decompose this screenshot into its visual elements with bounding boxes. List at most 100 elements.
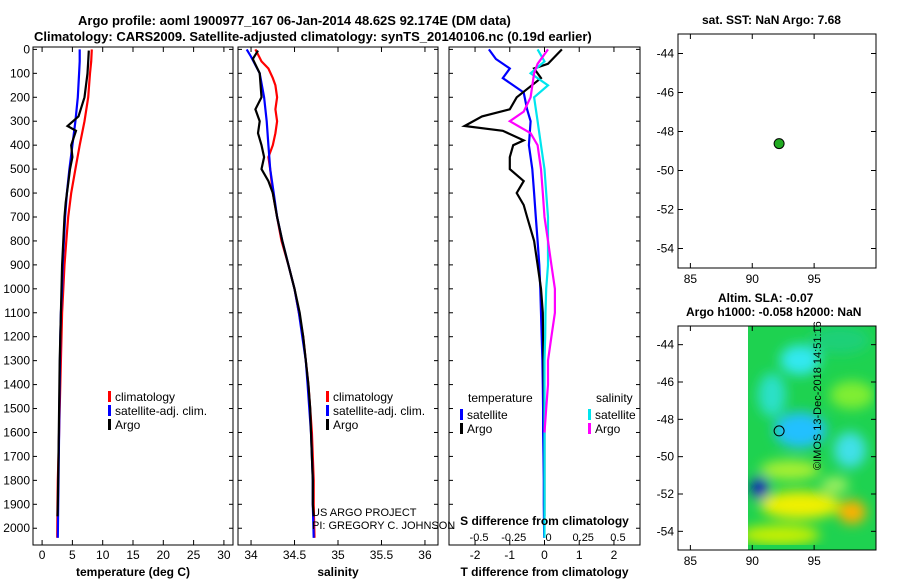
y-tick-label-8: 800 — [10, 234, 30, 248]
x-tick-label-2-3: 1 — [576, 548, 583, 562]
y-tick-label-15: 1500 — [3, 402, 30, 416]
footer-pi: PI: GREGORY C. JOHNSON — [312, 520, 456, 532]
diff-legend-swatch-0 — [460, 409, 463, 420]
x-tick-label-2-2: 0 — [541, 548, 548, 562]
series-line-2-3 — [507, 48, 557, 433]
legend-swatch-1-2 — [326, 419, 329, 430]
x-tick-label-2-1: -1 — [504, 548, 515, 562]
legend-label-1-0: climatology — [333, 390, 393, 404]
map-x-tick-label-3-2: 95 — [807, 272, 821, 286]
legend-label-0-1: satellite-adj. clim. — [115, 404, 207, 418]
map-x-tick-label-3-1: 90 — [746, 272, 760, 286]
y-tick-label-17: 1700 — [3, 449, 30, 463]
legend-swatch-1-0 — [326, 391, 329, 402]
map-y-tick-label-3-4: -52 — [657, 203, 675, 217]
diff-legend-label-0: satellite — [467, 408, 508, 422]
top-tick-label-4: 0.5 — [610, 532, 625, 544]
y-tick-label-2: 200 — [10, 90, 30, 104]
x-tick-label-2-0: -2 — [470, 548, 481, 562]
top-tick-label-2: 0 — [545, 532, 551, 544]
y-tick-label-20: 2000 — [3, 521, 30, 535]
map-y-tick-label-3-1: -46 — [657, 86, 675, 100]
x-tick-label-0-4: 20 — [157, 548, 171, 562]
legend-label-0-2: Argo — [115, 418, 141, 432]
map-y-tick-label-4-3: -50 — [657, 450, 675, 464]
footer-project: US ARGO PROJECT — [312, 507, 417, 519]
sst-map-title: sat. SST: NaN Argo: 7.68 — [702, 13, 841, 27]
y-tick-label-10: 1000 — [3, 282, 30, 296]
x-tick-label-0-2: 10 — [96, 548, 110, 562]
panel-frame-1 — [237, 46, 439, 546]
map-y-tick-label-3-5: -54 — [657, 242, 675, 256]
map-y-tick-label-4-0: -44 — [657, 338, 675, 352]
top-tick-label-1: -0.25 — [501, 532, 526, 544]
y-tick-label-0: 0 — [23, 42, 30, 56]
x-tick-label-1-2: 35 — [331, 548, 345, 562]
sla-heatmap — [748, 326, 876, 550]
diff-legend-swatch-3 — [588, 423, 591, 434]
y-tick-label-13: 1300 — [3, 354, 30, 368]
map-y-tick-label-4-4: -52 — [657, 487, 675, 501]
legend-swatch-0-2 — [108, 419, 111, 430]
series-line-2-0 — [488, 48, 546, 538]
y-tick-label-7: 700 — [10, 210, 30, 224]
title-line-2: Climatology: CARS2009. Satellite-adjuste… — [34, 29, 592, 44]
series-line-2-2 — [528, 48, 550, 538]
sla-point-0 — [773, 425, 785, 437]
x-axis-label-2: T difference from climatology — [460, 565, 628, 579]
y-tick-label-3: 300 — [10, 114, 30, 128]
map-x-tick-label-4-1: 90 — [746, 554, 760, 568]
y-tick-label-1: 100 — [10, 66, 30, 80]
title-line-1: Argo profile: aoml 1900977_167 06-Jan-20… — [78, 13, 511, 28]
map-y-tick-label-4-2: -48 — [657, 412, 675, 426]
x-tick-label-2-4: 2 — [611, 548, 618, 562]
series-line-0-2 — [56, 50, 90, 517]
map-x-tick-label-4-0: 85 — [684, 554, 698, 568]
map-frame-3 — [677, 33, 877, 269]
diff-legend-label-1: Argo — [467, 422, 493, 436]
y-tick-label-6: 600 — [10, 186, 30, 200]
x-tick-label-0-1: 5 — [69, 548, 76, 562]
map-y-tick-label-3-0: -44 — [657, 47, 675, 61]
diff-legend-label-2: satellite — [595, 408, 636, 422]
legend-label-1-1: satellite-adj. clim. — [333, 404, 425, 418]
series-line-1-2 — [251, 50, 315, 517]
y-tick-label-4: 400 — [10, 138, 30, 152]
x-tick-label-1-3: 35.5 — [370, 548, 394, 562]
y-tick-label-18: 1800 — [3, 473, 30, 487]
y-tick-label-9: 900 — [10, 258, 30, 272]
x-tick-label-0-6: 30 — [217, 548, 231, 562]
y-tick-label-16: 1600 — [3, 425, 30, 439]
y-tick-label-14: 1400 — [3, 378, 30, 392]
map-y-tick-label-4-1: -46 — [657, 375, 675, 389]
diff-legend-swatch-2 — [588, 409, 591, 420]
diff-legend-swatch-1 — [460, 423, 463, 434]
map-y-tick-label-3-2: -48 — [657, 125, 675, 139]
top-tick-label-3: 0.25 — [573, 532, 594, 544]
map-y-tick-label-3-3: -50 — [657, 164, 675, 178]
watermark: ©IMOS 13-Dec-2018 14:51:16 — [812, 321, 824, 470]
series-line-1-1 — [245, 48, 315, 538]
x-axis-label-top: S difference from climatology — [460, 514, 629, 528]
legend-label-1-2: Argo — [333, 418, 359, 432]
map-y-tick-label-4-5: -54 — [657, 524, 675, 538]
x-tick-label-1-4: 36 — [418, 548, 432, 562]
x-tick-label-1-0: 34 — [244, 548, 258, 562]
legend-swatch-0-1 — [108, 405, 111, 416]
x-tick-label-0-5: 25 — [187, 548, 201, 562]
series-line-1-0 — [254, 48, 316, 538]
legend-label-0-0: climatology — [115, 390, 175, 404]
y-tick-label-12: 1200 — [3, 330, 30, 344]
map-x-tick-label-4-2: 95 — [807, 554, 821, 568]
legend-swatch-0-0 — [108, 391, 111, 402]
diff-legend-label-3: Argo — [595, 422, 621, 436]
x-tick-label-1-1: 34.5 — [283, 548, 307, 562]
x-tick-label-0-3: 15 — [126, 548, 140, 562]
y-tick-label-19: 1900 — [3, 497, 30, 511]
x-axis-label-1: salinity — [317, 565, 359, 579]
sst-point-0 — [773, 138, 785, 150]
legend-swatch-1-1 — [326, 405, 329, 416]
x-axis-label-0: temperature (deg C) — [76, 565, 190, 579]
map-frame-4 — [677, 325, 877, 551]
